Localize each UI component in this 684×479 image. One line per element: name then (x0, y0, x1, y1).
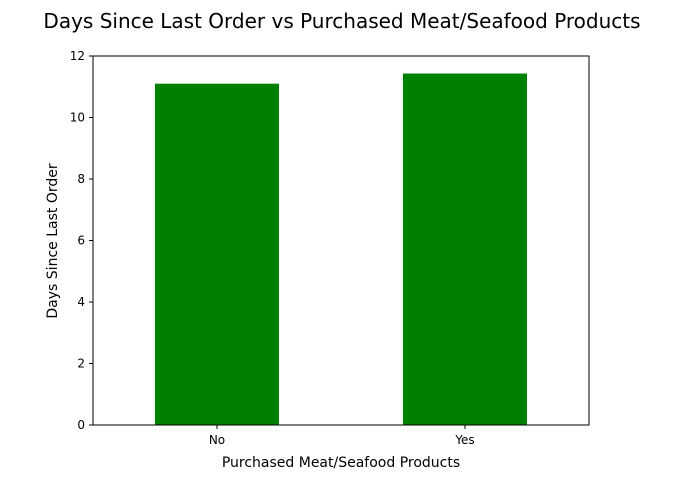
bars-layer (155, 73, 527, 426)
x-axis-ticks: No Yes (209, 425, 475, 447)
chart-title: Days Since Last Order vs Purchased Meat/… (43, 9, 640, 33)
bar-yes (403, 73, 527, 425)
y-axis-ticks: 0 2 4 6 8 10 12 (70, 49, 93, 432)
y-tick-label: 6 (77, 234, 85, 248)
y-tick-label: 8 (77, 172, 85, 186)
x-tick-label: No (209, 433, 225, 447)
y-tick-label: 4 (77, 295, 85, 309)
x-tick-label: Yes (454, 433, 474, 447)
bar-no (155, 83, 279, 426)
y-axis-label: Days Since Last Order (45, 163, 61, 318)
y-tick-label: 12 (70, 49, 85, 63)
y-tick-label: 0 (77, 418, 85, 432)
x-axis-label: Purchased Meat/Seafood Products (222, 455, 460, 471)
y-tick-label: 2 (77, 357, 85, 371)
y-tick-label: 10 (70, 111, 85, 125)
